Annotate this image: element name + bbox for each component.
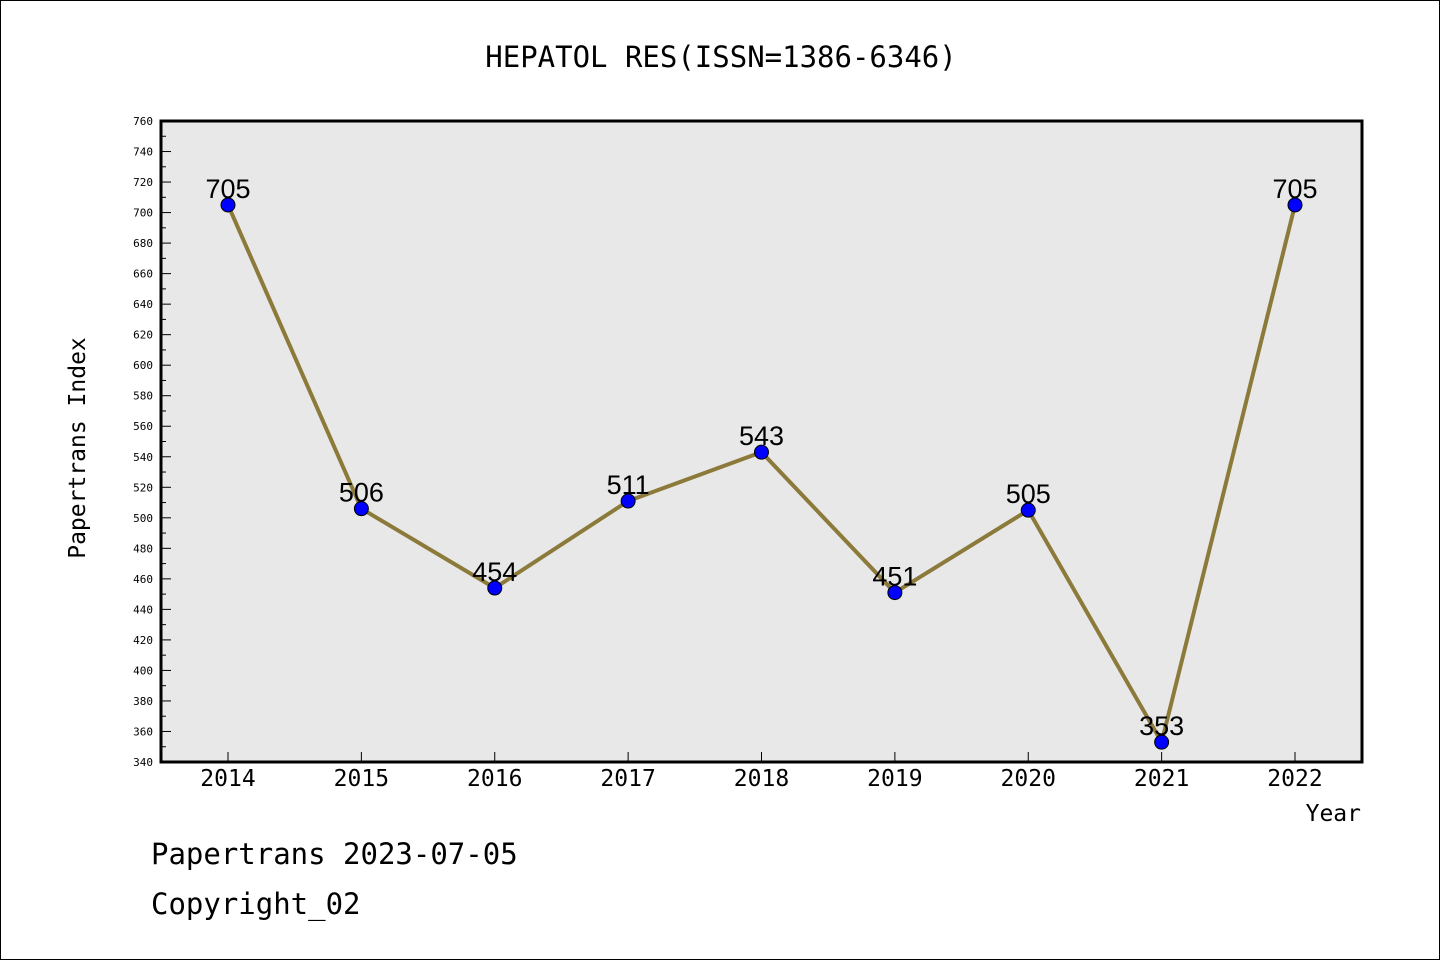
data-label: 543 (739, 421, 784, 451)
data-point-marker (620, 493, 636, 509)
x-tick-label: 2019 (867, 766, 922, 792)
y-tick-label: 340 (133, 756, 153, 769)
y-axis-title: Papertrans Index (65, 337, 91, 559)
data-label: 454 (472, 557, 517, 587)
y-tick-label: 740 (133, 146, 153, 159)
y-tick-label: 360 (133, 725, 153, 738)
data-point-marker (887, 585, 903, 601)
data-point-marker (1020, 502, 1036, 518)
y-tick-label: 420 (133, 634, 153, 647)
y-tick-label: 720 (133, 176, 153, 189)
x-tick-label: 2016 (467, 766, 522, 792)
data-point-marker (1154, 734, 1170, 750)
y-tick-label: 380 (133, 695, 153, 708)
plot-area (159, 119, 1364, 764)
y-tick-label: 700 (133, 207, 153, 220)
x-tick-label: 2018 (734, 766, 789, 792)
y-axis: 340 360 380 400 420 440 460 480 500 520 540 560 580 6… (133, 115, 171, 769)
chart-title: HEPATOL RES(ISSN=1386-6346) (485, 40, 956, 74)
data-label: 705 (205, 174, 250, 204)
y-tick-label: 480 (133, 542, 153, 555)
y-tick-label: 640 (133, 298, 153, 311)
data-point-marker (220, 197, 236, 213)
y-tick-label: 520 (133, 481, 153, 494)
x-tick-label: 2020 (1001, 766, 1056, 792)
data-label: 353 (1139, 711, 1184, 741)
data-label: 705 (1272, 174, 1317, 204)
data-label: 511 (607, 470, 650, 500)
x-tick-label: 2014 (200, 766, 255, 792)
data-point-marker (754, 444, 769, 460)
y-tick-label: 440 (133, 603, 153, 616)
y-tick-label: 500 (133, 512, 153, 525)
y-tick-label: 620 (133, 329, 153, 342)
data-label: 506 (339, 478, 384, 508)
y-tick-label: 600 (133, 359, 153, 372)
y-tick-label: 660 (133, 268, 153, 281)
y-tick-label: 460 (133, 573, 153, 586)
footer-copyright-text: Copyright_02 (151, 887, 361, 921)
x-tick-label: 2021 (1134, 766, 1189, 792)
y-tick-label: 400 (133, 664, 153, 677)
x-tick-label: 2022 (1267, 766, 1322, 792)
x-tick-label: 2015 (334, 766, 389, 792)
data-point-marker (487, 580, 503, 596)
series-layer (220, 197, 1303, 750)
y-tick-label: 760 (133, 115, 153, 128)
data-point-marker (353, 501, 369, 517)
x-axis: 2014 2015 2016 2017 2018 2019 2020 2021 2022 (200, 752, 1323, 792)
footer-date-text: Papertrans 2023-07-05 (151, 837, 518, 871)
data-point-marker (1287, 197, 1303, 213)
y-tick-label: 580 (133, 390, 153, 403)
data-label: 505 (1006, 479, 1051, 509)
x-axis-title: Year (1306, 801, 1361, 827)
x-tick-label: 2017 (600, 766, 655, 792)
data-label: 451 (872, 562, 917, 592)
y-tick-label: 540 (133, 451, 153, 464)
y-tick-label: 560 (133, 420, 153, 433)
data-labels: 705 506 454 511 543 451 505 353 705 (205, 174, 1317, 741)
y-tick-label: 680 (133, 237, 153, 250)
